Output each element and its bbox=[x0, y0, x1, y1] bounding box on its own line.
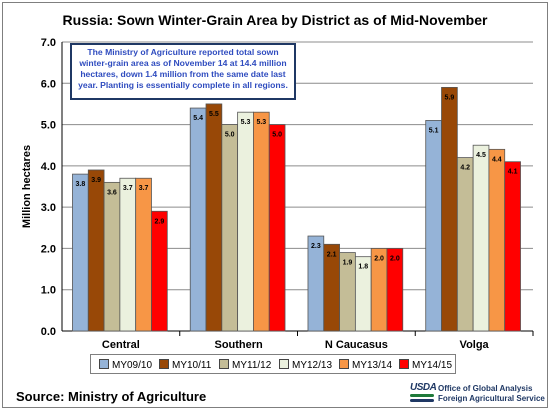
legend-item: MY10/11 bbox=[159, 359, 211, 371]
legend-label: MY12/13 bbox=[292, 360, 333, 371]
bar-MY11-12-Southern bbox=[221, 124, 239, 332]
logo-wave-blue bbox=[410, 399, 434, 402]
y-tick-label: 5.0 bbox=[41, 120, 56, 132]
y-tick-label: 1.0 bbox=[41, 285, 56, 297]
bar-MY12-13-Southern bbox=[237, 111, 254, 332]
x-tick-label: Central bbox=[102, 339, 140, 351]
data-label: 3.7 bbox=[139, 185, 149, 192]
data-label: 5.1 bbox=[429, 127, 439, 134]
data-label: 5.3 bbox=[256, 119, 266, 126]
y-tick-label: 2.0 bbox=[41, 243, 56, 255]
bar-MY13-14-Central bbox=[135, 177, 152, 332]
legend-label: MY13/14 bbox=[352, 360, 393, 371]
bar-MY14-15-Southern bbox=[268, 124, 286, 332]
data-label: 2.0 bbox=[374, 255, 384, 262]
data-label: 4.2 bbox=[460, 165, 470, 172]
y-tick-label: 7.0 bbox=[41, 37, 56, 49]
bar-MY09-10-Central bbox=[72, 173, 89, 332]
legend-swatch bbox=[279, 359, 289, 369]
legend-label: MY14/15 bbox=[412, 360, 453, 371]
legend-item: MY09/10 bbox=[99, 359, 152, 371]
bar-MY14-15-Central bbox=[151, 210, 168, 332]
legend-item: MY14/15 bbox=[399, 359, 452, 371]
data-label: 5.0 bbox=[225, 132, 235, 139]
bar-MY09-10-Southern bbox=[189, 107, 207, 332]
data-label: 3.6 bbox=[107, 189, 117, 196]
bar-MY10-11-Central bbox=[87, 169, 105, 332]
data-label: 2.3 bbox=[311, 243, 321, 250]
data-label: 5.4 bbox=[193, 115, 203, 122]
data-label: 5.3 bbox=[241, 119, 251, 126]
legend-swatch bbox=[399, 359, 409, 369]
bar-MY13-14-Volga bbox=[488, 148, 506, 332]
bar-MY12-13-Volga bbox=[472, 144, 490, 332]
legend-swatch bbox=[99, 359, 109, 369]
x-tick-label: Southern bbox=[214, 339, 263, 351]
data-label: 4.5 bbox=[476, 152, 486, 159]
logo-wave-green bbox=[410, 394, 434, 397]
bar-MY12-13-Central bbox=[119, 177, 137, 332]
bar-MY14-15-Volga bbox=[504, 161, 521, 332]
bar-MY10-11-Southern bbox=[205, 103, 223, 332]
legend-label: MY10/11 bbox=[172, 360, 212, 371]
legend-item: MY12/13 bbox=[279, 359, 332, 371]
usda-branding: USDA Office of Global Analysis Foreign A… bbox=[410, 382, 545, 406]
bar-MY09-10-Volga bbox=[425, 120, 442, 332]
usda-logo: USDA bbox=[410, 382, 437, 404]
source-note: Source: Ministry of Agriculture bbox=[16, 389, 207, 404]
y-tick-label: 0.0 bbox=[41, 326, 56, 338]
y-tick-label: 4.0 bbox=[41, 161, 56, 173]
office-line-1: Office of Global Analysis bbox=[438, 384, 533, 393]
bar-MY11-12-Volga bbox=[456, 157, 474, 332]
x-tick-label: N Caucasus bbox=[325, 339, 388, 351]
data-label: 2.9 bbox=[155, 218, 165, 225]
legend-swatch bbox=[219, 359, 229, 369]
bar-MY13-14-Southern bbox=[253, 111, 270, 332]
data-label: 1.8 bbox=[358, 264, 368, 271]
office-name: Office of Global Analysis Foreign Agricu… bbox=[438, 384, 545, 404]
bar-MY14-15-N-Caucasus bbox=[386, 248, 404, 332]
data-label: 3.7 bbox=[123, 185, 133, 192]
y-tick-label: 6.0 bbox=[41, 78, 56, 90]
y-tick-label: 3.0 bbox=[41, 202, 56, 214]
bar-MY10-11-Volga bbox=[441, 87, 458, 332]
chart-legend: MY09/10 MY10/11 MY11/12 MY12/13 MY13/14 MY14/… bbox=[90, 354, 456, 374]
y-axis-label: Million hectares bbox=[21, 145, 33, 228]
annotation-box: The Ministry of Agriculture reported tot… bbox=[70, 43, 296, 100]
data-label: 5.0 bbox=[272, 132, 282, 139]
data-label: 5.9 bbox=[445, 94, 455, 101]
legend-item: MY11/12 bbox=[219, 359, 271, 371]
data-label: 4.4 bbox=[492, 156, 502, 163]
data-label: 4.1 bbox=[508, 169, 518, 176]
usda-logo-text: USDA bbox=[410, 382, 437, 393]
chart-title: Russia: Sown Winter-Grain Area by Distri… bbox=[62, 12, 488, 28]
data-label: 3.9 bbox=[91, 177, 101, 184]
bar-MY09-10-N-Caucasus bbox=[307, 235, 325, 332]
bar-MY11-12-Central bbox=[103, 181, 121, 332]
legend-label: MY11/12 bbox=[232, 360, 272, 371]
data-label: 2.1 bbox=[327, 251, 337, 258]
legend-item: MY13/14 bbox=[339, 359, 392, 371]
data-label: 1.9 bbox=[343, 260, 353, 267]
legend-swatch bbox=[159, 359, 169, 369]
data-label: 3.8 bbox=[76, 181, 86, 188]
office-line-2: Foreign Agricultural Service bbox=[438, 394, 545, 403]
data-label: 2.0 bbox=[390, 255, 400, 262]
legend-label: MY09/10 bbox=[112, 360, 153, 371]
legend-swatch bbox=[339, 359, 349, 369]
data-label: 5.5 bbox=[209, 111, 219, 118]
x-tick-label: Volga bbox=[460, 339, 490, 351]
